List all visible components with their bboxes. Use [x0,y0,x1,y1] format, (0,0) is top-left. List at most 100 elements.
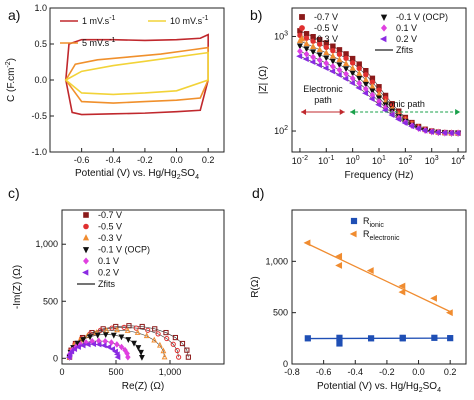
data-point [108,339,115,346]
legend-label: -0.1 V (OCP) [98,245,150,255]
data-point [145,327,151,333]
panel-c-frame [61,209,225,365]
data-point [322,65,329,72]
data-point [122,346,128,354]
data-point [335,71,342,78]
data-point [335,252,343,260]
x-axis-label: Potential (V) vs. Hg/Hg2SO4 [75,168,199,181]
legend-label: 0.2 V [396,34,417,44]
data-point [336,62,343,69]
data-point [330,43,336,49]
data-point [160,347,167,354]
data-point [296,43,303,50]
data-point [302,56,309,63]
data-point [323,55,330,62]
x-tick-label: 101 [372,155,386,166]
data-point [303,35,310,41]
data-point [102,338,108,345]
data-point [112,348,118,355]
electronic-label: Electronic [303,84,343,94]
x-tick-label: -0.6 [316,367,332,377]
data-point [398,282,406,290]
data-point [381,107,388,114]
x-axis-label: Frequency (Hz) [345,170,414,181]
x-axis-label: Potential (V) vs. Hg/Hg2SO4 [317,381,441,394]
data-point [310,53,316,61]
x-axis-label: Re(Z) (Ω) [122,381,164,392]
y-tick-label: 500 [273,308,288,318]
panel-c: c) 0 500 1,000 0 500 1,000 Re(Z) (Ω) -Im(Z) (Ω) -… [8,185,225,392]
data-point [303,40,310,47]
data-point [176,354,182,360]
data-point [329,58,336,65]
data-point [163,329,169,336]
data-point [109,346,116,352]
legend-label: Zfits [396,45,413,55]
panel-d: d) -0.8 -0.6 -0.4 -0.2 0.0 0.2 0 500 1,000 Potenti… [250,185,467,394]
data-point [113,351,120,358]
panel-a: a) -0.6 -0.4 -0.2 0.0 0.2 -1.0 -0.5 0.0 0.5 1.0 Pot… [5,3,225,181]
x-tick-label: -0.4 [348,367,364,377]
legend-label: 1 mV.s-1 [82,15,116,26]
data-point [174,347,180,354]
data-point [323,49,330,56]
data-point [343,60,350,67]
data-point [310,49,317,56]
panel-b: b) 10-2 10-1 100 101 102 103 104 102 103 Frequency… [250,7,467,181]
data-point [343,55,349,62]
panel-c-label: c) [8,185,20,201]
data-point [172,334,179,341]
data-point [323,44,329,51]
x-tick-label: 104 [451,155,465,166]
data-point [349,64,356,71]
data-point [367,335,375,342]
data-point [441,129,448,136]
data-point [349,74,356,82]
data-point [395,116,402,123]
legend-label: 0.1 V [98,256,119,266]
x-tick-label: 0.0 [170,155,183,165]
data-point [447,130,454,137]
data-point [336,51,343,58]
data-point [335,262,343,269]
y-tick-label: 0 [53,353,58,363]
data-point [356,61,362,67]
data-point [80,337,87,344]
legend-label: -0.7 V [98,210,122,220]
legend-marker [380,24,388,32]
data-point [185,354,191,360]
data-point [303,46,310,53]
legend-label: Zfits [98,279,115,289]
legend-marker [350,217,358,225]
data-point [316,56,323,64]
data-point [138,349,144,356]
data-point [348,80,355,87]
data-point [375,101,382,108]
panel-a-label: a) [8,7,20,23]
data-point [71,346,78,352]
data-point [329,68,336,75]
data-point [323,59,330,67]
y-axis-label: -Im(Z) (Ω) [12,265,23,309]
legend-label: -0.5 V [314,23,338,33]
data-point [309,59,316,66]
y-axis-label: C (F.cm-2) [5,58,17,102]
legend-marker [380,35,387,43]
legend-marker [380,14,388,21]
electronic-label-2: path [314,95,332,105]
x-tick-label: -0.6 [74,155,90,165]
data-point [399,334,406,341]
x-tick-label: 0.2 [202,155,215,165]
data-point [356,69,363,76]
y-tick-label: 102 [274,125,288,136]
fit-line [307,243,451,313]
legend-marker [82,269,89,276]
data-point [179,340,186,347]
x-tick-label: 0.0 [412,367,425,377]
data-point [431,334,438,341]
data-point [401,119,408,127]
data-point [102,332,109,339]
y-tick-label: -1.0 [31,147,47,157]
data-point [329,52,336,59]
